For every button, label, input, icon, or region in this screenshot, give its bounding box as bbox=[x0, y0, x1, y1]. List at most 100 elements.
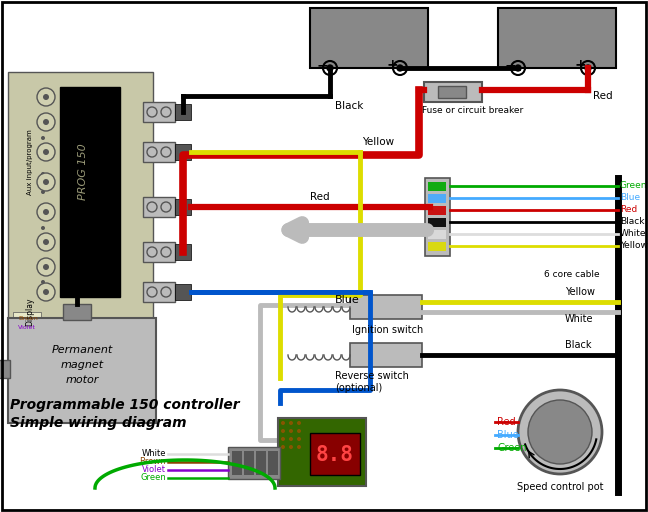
Text: Blue: Blue bbox=[335, 295, 360, 305]
Circle shape bbox=[41, 208, 45, 212]
Bar bbox=[175, 144, 191, 160]
Circle shape bbox=[41, 118, 45, 122]
Text: Yellow: Yellow bbox=[620, 242, 648, 250]
Text: Green: Green bbox=[497, 443, 526, 453]
Text: 8.8: 8.8 bbox=[316, 445, 354, 465]
Circle shape bbox=[41, 244, 45, 248]
Bar bbox=[498, 8, 616, 68]
Circle shape bbox=[41, 136, 45, 140]
Circle shape bbox=[297, 429, 301, 433]
Circle shape bbox=[37, 88, 55, 106]
Bar bbox=[428, 206, 446, 215]
Circle shape bbox=[43, 94, 49, 100]
Circle shape bbox=[41, 280, 45, 284]
Circle shape bbox=[37, 203, 55, 221]
Text: Red: Red bbox=[593, 91, 612, 101]
Bar bbox=[143, 282, 175, 302]
Bar bbox=[425, 178, 450, 256]
Bar bbox=[428, 218, 446, 227]
Text: Black: Black bbox=[565, 340, 592, 350]
Circle shape bbox=[37, 283, 55, 301]
Bar bbox=[244, 451, 254, 475]
Circle shape bbox=[281, 445, 285, 449]
Circle shape bbox=[37, 113, 55, 131]
Bar bbox=[8, 318, 156, 423]
Circle shape bbox=[289, 437, 293, 441]
Bar bbox=[0, 360, 10, 378]
Circle shape bbox=[43, 264, 49, 270]
Text: White: White bbox=[141, 450, 166, 459]
Text: Red: Red bbox=[497, 417, 516, 427]
Text: Display: Display bbox=[25, 298, 34, 326]
Text: Brown: Brown bbox=[18, 316, 38, 321]
Text: motor: motor bbox=[65, 375, 98, 385]
Circle shape bbox=[37, 233, 55, 251]
Text: Green: Green bbox=[140, 474, 166, 482]
Circle shape bbox=[518, 390, 602, 474]
Circle shape bbox=[43, 119, 49, 125]
Bar bbox=[143, 242, 175, 262]
Bar bbox=[60, 87, 120, 297]
Text: −: − bbox=[316, 58, 328, 72]
Text: Permanent: Permanent bbox=[51, 345, 113, 355]
Text: Reverse switch
(optional): Reverse switch (optional) bbox=[335, 371, 409, 393]
Text: Green: Green bbox=[620, 181, 647, 190]
Circle shape bbox=[43, 209, 49, 215]
Bar bbox=[438, 86, 466, 98]
Bar bbox=[13, 312, 41, 352]
Text: +: + bbox=[574, 58, 586, 72]
Circle shape bbox=[297, 437, 301, 441]
Circle shape bbox=[297, 445, 301, 449]
Bar bbox=[175, 284, 191, 300]
Bar bbox=[143, 102, 175, 122]
Bar bbox=[278, 418, 366, 486]
Circle shape bbox=[41, 226, 45, 230]
Bar bbox=[428, 230, 446, 239]
Bar bbox=[232, 451, 242, 475]
Text: Fuse or circuit breaker: Fuse or circuit breaker bbox=[422, 106, 523, 115]
Bar bbox=[143, 142, 175, 162]
Text: PROG 150: PROG 150 bbox=[78, 144, 88, 200]
Text: Black: Black bbox=[335, 101, 364, 111]
Text: −: − bbox=[504, 58, 516, 72]
Bar bbox=[175, 104, 191, 120]
Circle shape bbox=[289, 421, 293, 425]
Circle shape bbox=[41, 190, 45, 194]
Circle shape bbox=[43, 149, 49, 155]
Bar bbox=[8, 72, 153, 367]
Text: Violet: Violet bbox=[18, 325, 36, 330]
Text: magnet: magnet bbox=[60, 360, 104, 370]
Circle shape bbox=[327, 65, 333, 71]
Text: White: White bbox=[565, 314, 594, 324]
Text: +: + bbox=[386, 58, 398, 72]
Text: 6 core cable: 6 core cable bbox=[544, 270, 600, 279]
Text: Programmable 150 controller: Programmable 150 controller bbox=[10, 398, 240, 412]
Bar bbox=[143, 197, 175, 217]
Bar bbox=[310, 8, 428, 68]
Circle shape bbox=[41, 262, 45, 266]
Text: Simple wiring diagram: Simple wiring diagram bbox=[10, 416, 187, 430]
Text: Violet: Violet bbox=[142, 465, 166, 475]
Circle shape bbox=[43, 239, 49, 245]
Circle shape bbox=[43, 289, 49, 295]
Text: Black: Black bbox=[620, 218, 645, 226]
Text: Yellow: Yellow bbox=[565, 287, 595, 297]
Circle shape bbox=[515, 65, 521, 71]
Bar bbox=[63, 304, 91, 320]
Bar bbox=[310, 433, 360, 475]
Text: Red: Red bbox=[620, 205, 637, 215]
Circle shape bbox=[37, 173, 55, 191]
Circle shape bbox=[41, 100, 45, 104]
Text: White: White bbox=[620, 229, 647, 239]
Circle shape bbox=[281, 437, 285, 441]
Circle shape bbox=[41, 172, 45, 176]
Circle shape bbox=[281, 429, 285, 433]
Circle shape bbox=[41, 154, 45, 158]
Circle shape bbox=[281, 421, 285, 425]
Bar bbox=[228, 447, 280, 479]
Bar bbox=[268, 451, 278, 475]
Bar bbox=[428, 182, 446, 191]
Text: Blue: Blue bbox=[620, 194, 640, 203]
Text: Red: Red bbox=[310, 192, 330, 202]
Bar bbox=[428, 242, 446, 251]
